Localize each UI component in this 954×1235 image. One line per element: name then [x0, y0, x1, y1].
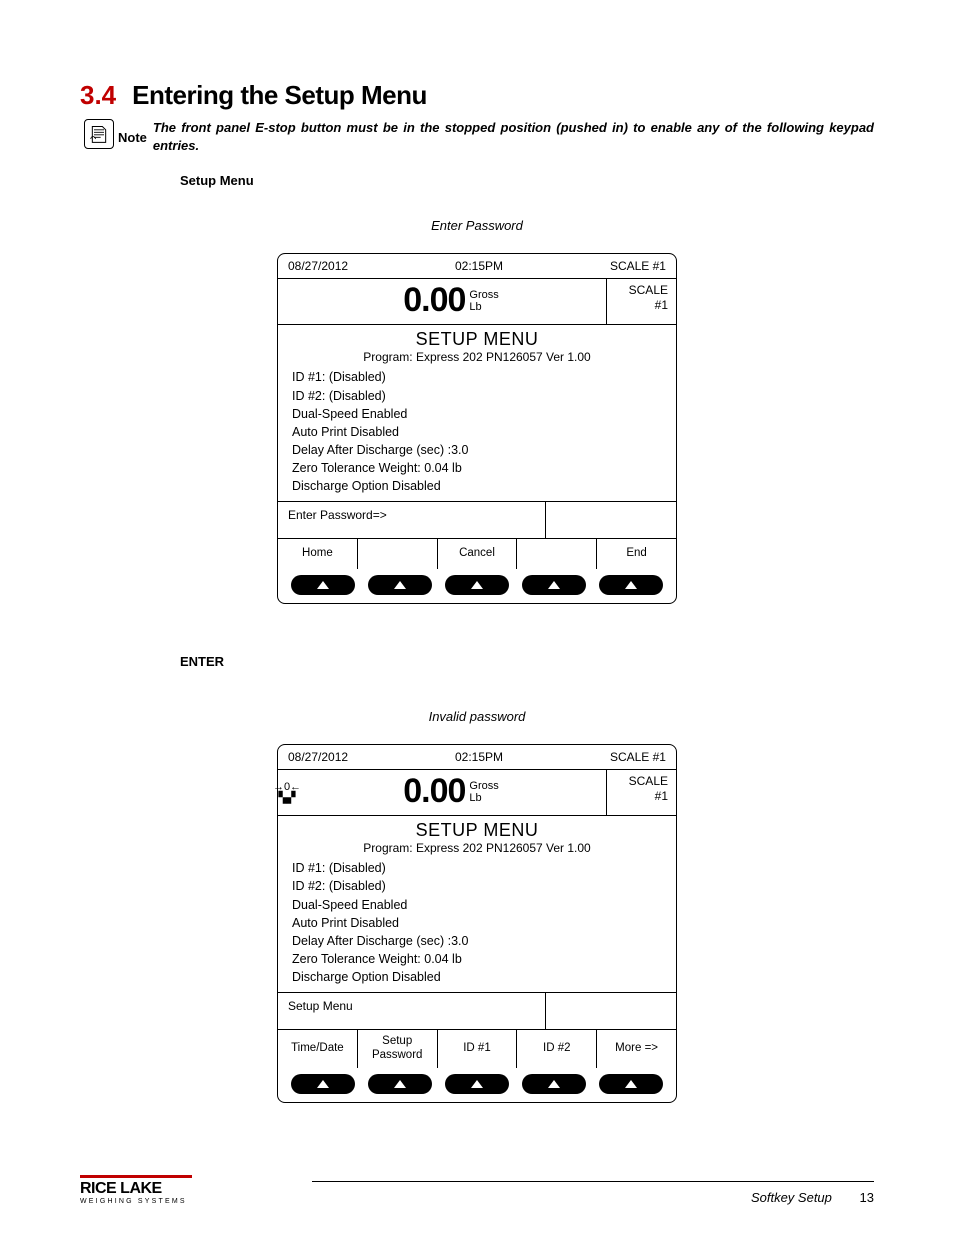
screen2-gross: Gross [469, 780, 498, 792]
screen1-line: Auto Print Disabled [292, 423, 662, 441]
arrow-key-icon[interactable] [445, 575, 509, 595]
figure1-caption: Enter Password [80, 218, 874, 233]
screen1-line: ID #2: (Disabled) [292, 387, 662, 405]
arrow-key-icon[interactable] [291, 1074, 355, 1094]
section-number: 3.4 [80, 80, 116, 111]
screen2-arrows [278, 1068, 676, 1102]
screen1-unit: Lb [469, 301, 481, 313]
screen2-softkeys: Time/Date Setup Password ID #1 ID #2 Mor… [278, 1029, 676, 1068]
brand-bottom: WEIGHING SYSTEMS [80, 1198, 192, 1205]
screen1-time: 02:15PM [455, 259, 503, 273]
screen2-line: ID #2: (Disabled) [292, 877, 662, 895]
screen2-scale: SCALE #1 [610, 750, 666, 764]
screen1-softkeys: Home Cancel End [278, 538, 676, 569]
softkey-more[interactable]: More => [597, 1030, 676, 1068]
screen1-gross: Gross [469, 289, 498, 301]
screen1-line: Dual-Speed Enabled [292, 405, 662, 423]
screen2-line: Discharge Option Disabled [292, 968, 662, 986]
screen2-line: Auto Print Disabled [292, 914, 662, 932]
brand-logo: RICE LAKE WEIGHING SYSTEMS [80, 1175, 192, 1205]
softkey-blank[interactable] [517, 539, 597, 569]
note-text: The front panel E-stop button must be in… [153, 119, 874, 155]
screen1-weight: 0.00 Gross Lb [296, 279, 606, 324]
screen1-setup-title: SETUP MENU [278, 325, 676, 350]
section-title: Entering the Setup Menu [132, 80, 427, 111]
softkey-id2[interactable]: ID #2 [517, 1030, 597, 1068]
screen2-line: Delay After Discharge (sec) :3.0 [292, 932, 662, 950]
screen2-unit: Lb [469, 792, 481, 804]
screen1-date: 08/27/2012 [288, 259, 348, 273]
screen1-scale: SCALE #1 [610, 259, 666, 273]
screen2-prompt-right [546, 993, 676, 1029]
arrow-key-icon[interactable] [445, 1074, 509, 1094]
screen2-body: ID #1: (Disabled) ID #2: (Disabled) Dual… [278, 859, 676, 992]
screen-1: 08/27/2012 02:15PM SCALE #1 0.00 Gross L… [277, 253, 677, 604]
softkey-end[interactable]: End [597, 539, 676, 569]
note-block: Note The front panel E-stop button must … [84, 119, 874, 155]
screen2-prompt: Setup Menu [278, 993, 546, 1029]
arrow-key-icon[interactable] [599, 1074, 663, 1094]
screen2-line: Dual-Speed Enabled [292, 896, 662, 914]
softkey-id1[interactable]: ID #1 [438, 1030, 518, 1068]
screen1-weight-left [278, 279, 296, 324]
screen1-line: Zero Tolerance Weight: 0.04 lb [292, 459, 662, 477]
footer-section: Softkey Setup [751, 1190, 832, 1205]
intro-text: Setup Menu [180, 173, 874, 188]
arrow-key-icon[interactable] [599, 575, 663, 595]
screen1-line: Discharge Option Disabled [292, 477, 662, 495]
softkey-blank[interactable] [358, 539, 438, 569]
softkey-home[interactable]: Home [278, 539, 358, 569]
brand-top: RICE LAKE [80, 1180, 192, 1198]
softkey-timedate[interactable]: Time/Date [278, 1030, 358, 1068]
screen1-scalebox: SCALE#1 [606, 279, 676, 324]
screen1-arrows [278, 569, 676, 603]
page-footer: RICE LAKE WEIGHING SYSTEMS Softkey Setup… [80, 1175, 874, 1205]
screen2-date: 08/27/2012 [288, 750, 348, 764]
screen2-setup-title: SETUP MENU [278, 816, 676, 841]
screen1-line: Delay After Discharge (sec) :3.0 [292, 441, 662, 459]
screen2-time: 02:15PM [455, 750, 503, 764]
screen2-header: 08/27/2012 02:15PM SCALE #1 [278, 745, 676, 770]
screen2-line: ID #1: (Disabled) [292, 859, 662, 877]
figure2-caption: Invalid password [80, 709, 874, 724]
arrow-key-icon[interactable] [368, 575, 432, 595]
screen2-scalebox: SCALE#1 [606, 770, 676, 815]
screen1-prompt[interactable]: Enter Password=> [278, 502, 546, 538]
note-icon [84, 119, 114, 149]
footer-page: 13 [860, 1190, 874, 1205]
section-header: 3.4 Entering the Setup Menu [80, 80, 874, 111]
arrow-key-icon[interactable] [522, 575, 586, 595]
arrow-key-icon[interactable] [291, 575, 355, 595]
screen1-program: Program: Express 202 PN126057 Ver 1.00 [278, 350, 676, 368]
screen2-weight: 0.00 Gross Lb [296, 770, 606, 815]
screen1-prompt-right [546, 502, 676, 538]
screen1-weight-val: 0.00 [403, 281, 465, 320]
screen1-body: ID #1: (Disabled) ID #2: (Disabled) Dual… [278, 368, 676, 501]
screen-2: 08/27/2012 02:15PM SCALE #1 →0←▚▞ 0.00 G… [277, 744, 677, 1102]
screen2-line: Zero Tolerance Weight: 0.04 lb [292, 950, 662, 968]
enter-text: ENTER [180, 654, 874, 669]
screen2-weight-val: 0.00 [403, 772, 465, 811]
arrow-key-icon[interactable] [368, 1074, 432, 1094]
softkey-setup-password[interactable]: Setup Password [358, 1030, 438, 1068]
arrow-key-icon[interactable] [522, 1074, 586, 1094]
softkey-cancel[interactable]: Cancel [438, 539, 518, 569]
zero-icon: →0←▚▞ [278, 770, 296, 815]
note-label: Note [118, 130, 147, 145]
screen1-line: ID #1: (Disabled) [292, 368, 662, 386]
screen1-header: 08/27/2012 02:15PM SCALE #1 [278, 254, 676, 279]
screen2-program: Program: Express 202 PN126057 Ver 1.00 [278, 841, 676, 859]
